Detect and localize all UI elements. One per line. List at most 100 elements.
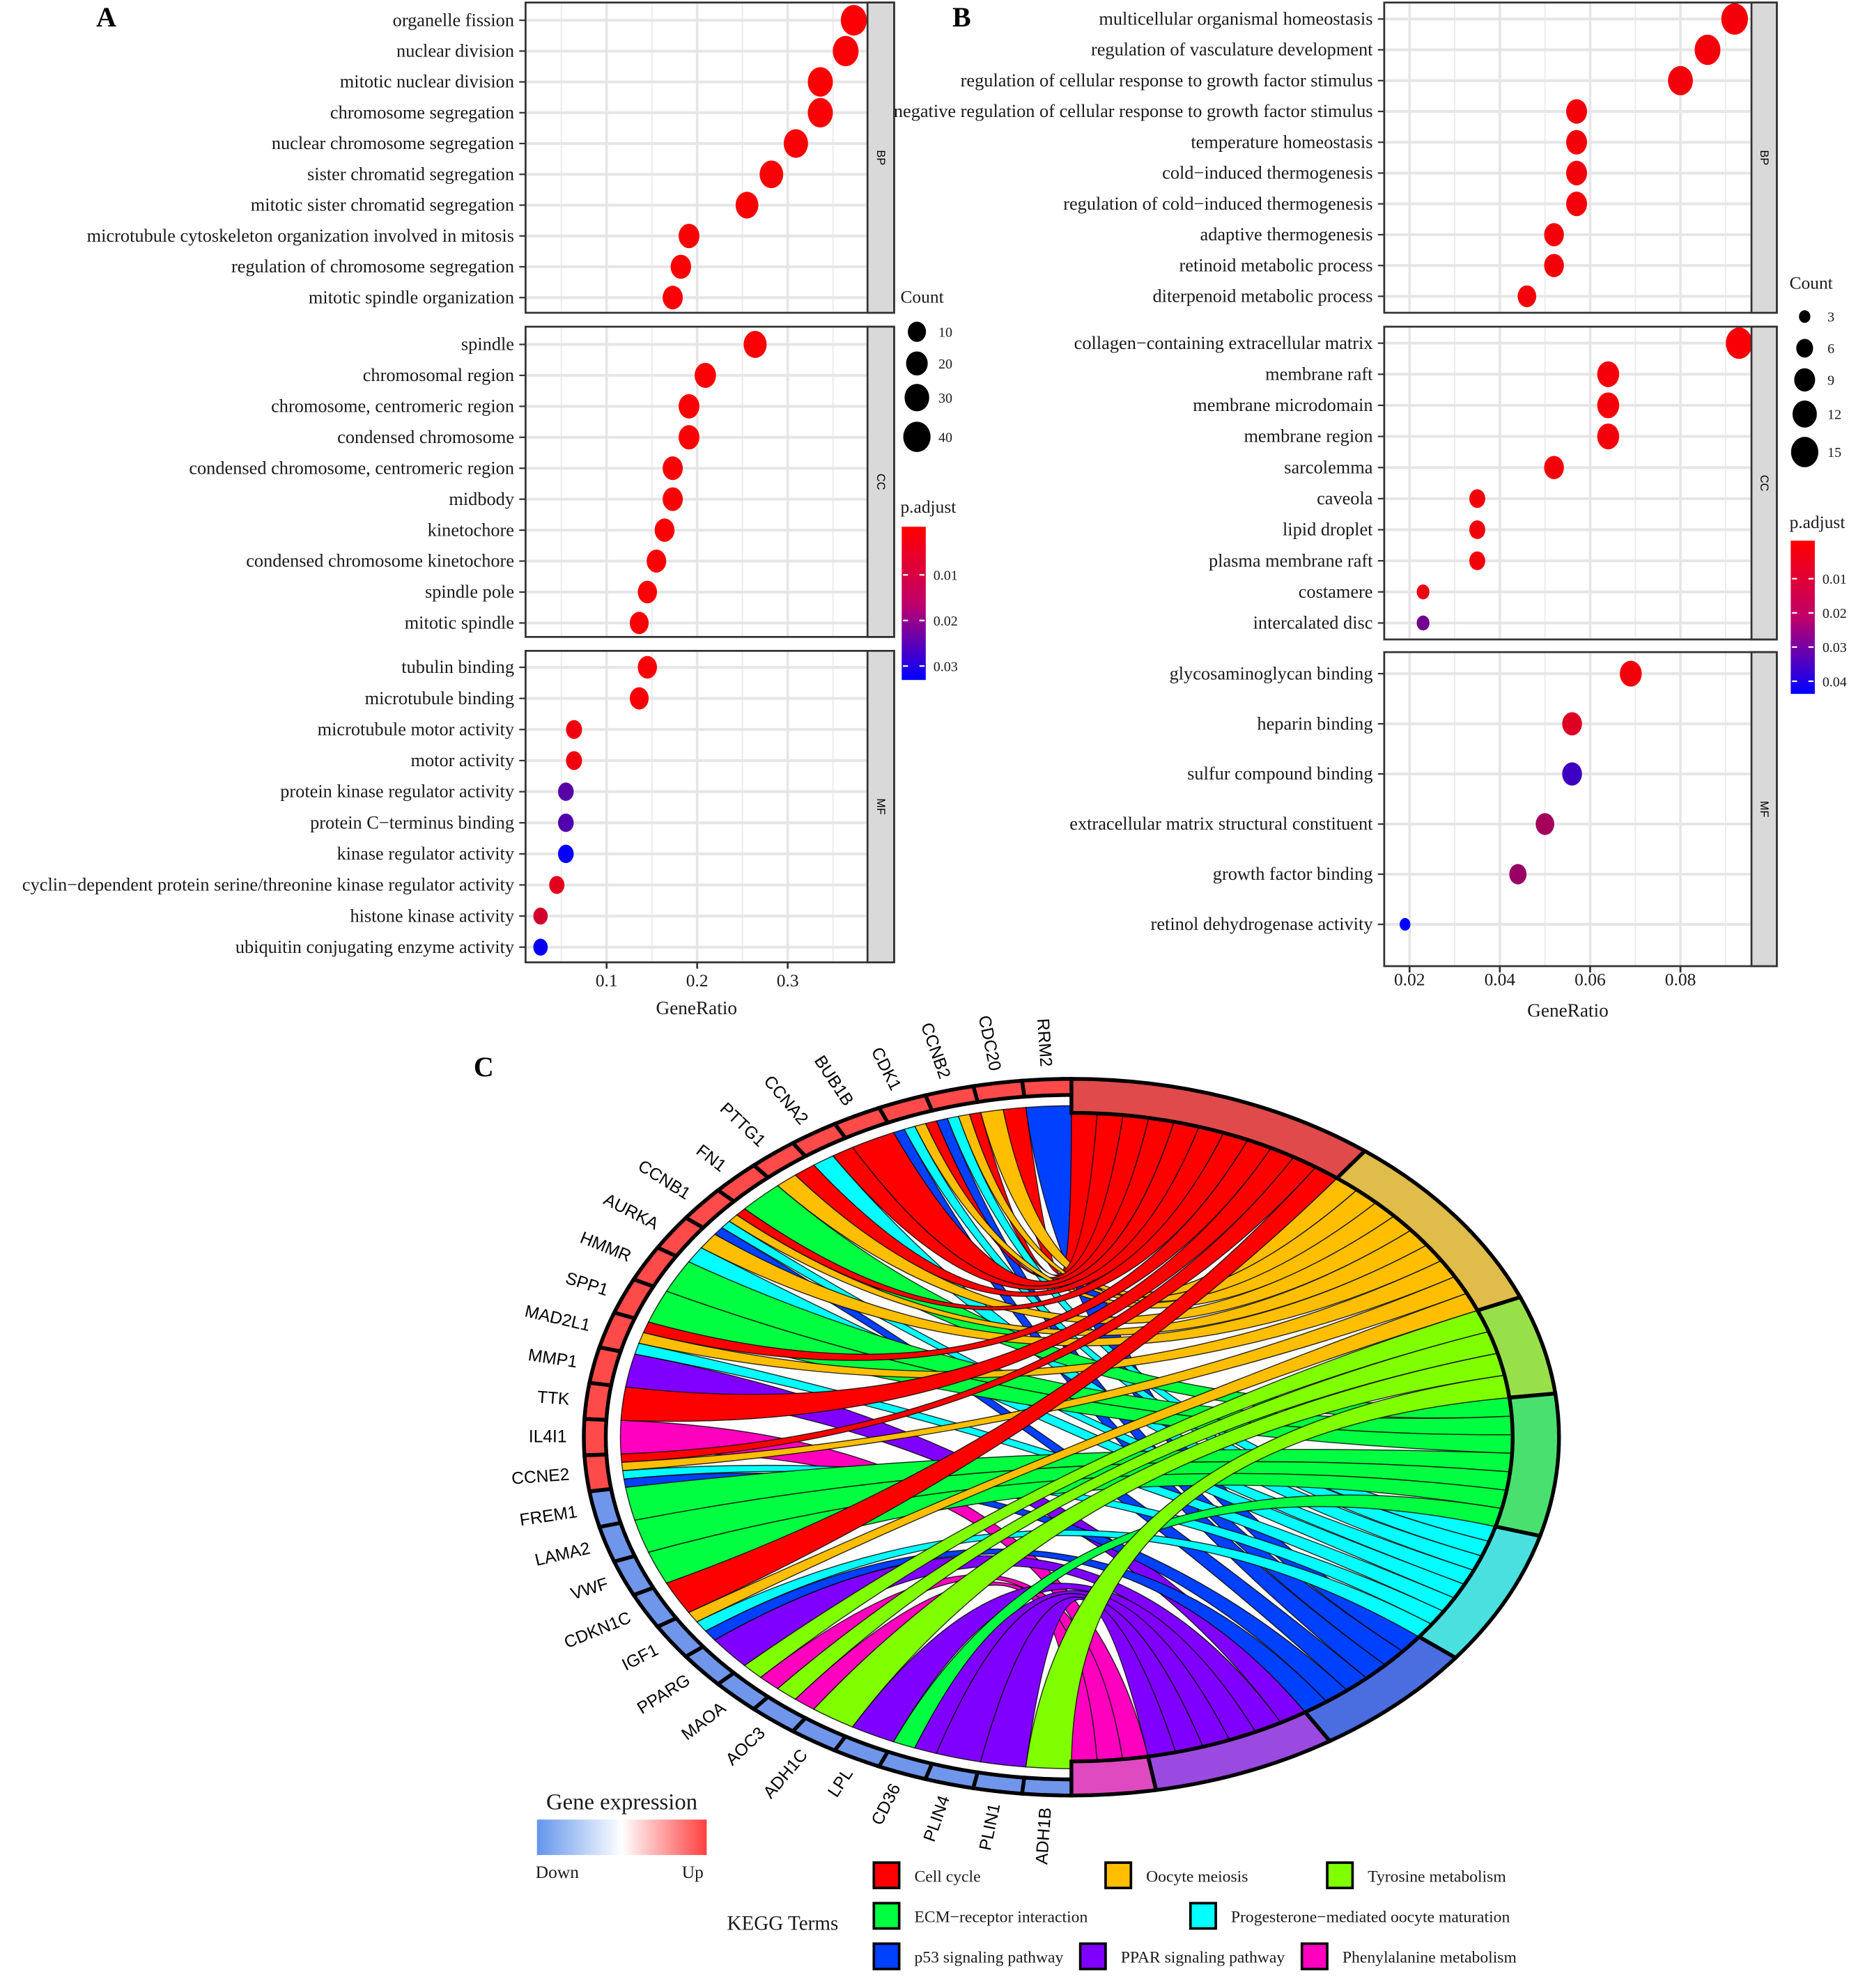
- gene-label: MAD2L1: [523, 1302, 592, 1335]
- padj-colorbar: [902, 527, 926, 681]
- data-dot: [1469, 551, 1485, 570]
- padj-tick-label: 0.03: [934, 659, 958, 674]
- data-dot: [1544, 254, 1564, 277]
- data-dot: [840, 5, 867, 36]
- x-axis-title: GeneRatio: [1527, 1000, 1609, 1021]
- facet-strip: [866, 325, 895, 638]
- kegg-legend-label: Progesterone−mediated oocyte maturation: [1231, 1908, 1510, 1926]
- data-dot: [663, 487, 683, 511]
- kegg-legend-swatch: [1104, 1861, 1133, 1890]
- padj-tick-label: 0.01: [934, 568, 958, 584]
- data-dot: [566, 751, 582, 770]
- gene-box: [1019, 1776, 1074, 1798]
- data-dot: [1597, 424, 1620, 450]
- term-label: chromosome segregation: [330, 102, 514, 123]
- padj-legend-title: p.adjust: [900, 497, 956, 517]
- gene-box: [876, 1749, 935, 1782]
- gene-box: [922, 1084, 980, 1113]
- x-tick-label: 0.1: [596, 970, 618, 991]
- term-label: microtubule cytoskeleton organization in…: [87, 226, 514, 246]
- facet-mf: tubulin binding microtubule binding microt…: [22, 650, 895, 963]
- gene-label: FN1: [693, 1141, 729, 1176]
- term-label: glycosaminoglycan binding: [1170, 663, 1373, 683]
- gene-label: CD36: [868, 1781, 904, 1828]
- data-dot: [735, 192, 759, 219]
- facet-strip-label: MF: [874, 798, 887, 815]
- x-tick-label: 0.08: [1665, 969, 1696, 989]
- count-legend-label: 40: [938, 430, 952, 445]
- gene-label: AOC3: [722, 1723, 769, 1769]
- kegg-legend-label: Cell cycle: [914, 1867, 980, 1886]
- gene-label: BUB1B: [810, 1053, 857, 1110]
- term-label: membrane region: [1244, 426, 1372, 446]
- kegg-legend-swatch: [872, 1942, 901, 1971]
- facet-strip: [1750, 325, 1778, 641]
- term-label: kinetochore: [428, 520, 514, 540]
- expression-high-label: Up: [682, 1862, 704, 1882]
- term-label: spindle pole: [425, 582, 514, 602]
- term-label: sarcolemma: [1284, 457, 1373, 477]
- term-label: chromosome, centromeric region: [271, 396, 514, 417]
- count-legend-label: 10: [938, 325, 952, 341]
- data-dot: [1565, 160, 1588, 186]
- data-dot: [533, 938, 548, 956]
- panel-label-c: C: [474, 1051, 494, 1082]
- term-label: costamere: [1299, 582, 1373, 602]
- term-label: sulfur compound binding: [1187, 763, 1372, 784]
- count-legend-dot: [904, 384, 929, 412]
- gene-label: IGF1: [619, 1640, 662, 1675]
- count-legend-dot: [1792, 401, 1817, 428]
- term-label: histone kinase activity: [350, 906, 514, 926]
- gene-label: HMMR: [578, 1229, 634, 1266]
- term-label: membrane microdomain: [1193, 395, 1372, 415]
- gene-label: PLIN1: [976, 1802, 1004, 1852]
- data-dot: [1517, 285, 1537, 308]
- data-dot: [679, 394, 699, 419]
- panel-label-a: A: [96, 1, 116, 33]
- facet-cc: collagen−containing extracellular matrix…: [1074, 325, 1778, 641]
- data-dot: [637, 580, 658, 604]
- data-dot: [833, 36, 859, 67]
- term-label: negative regulation of cellular response…: [894, 101, 1373, 121]
- data-dot: [679, 425, 699, 450]
- gene-label: CCNA2: [760, 1072, 812, 1128]
- term-label: condensed chromosome kinetochore: [246, 551, 514, 571]
- kegg-legend-label: PPAR signaling pathway: [1121, 1949, 1285, 1967]
- term-label: retinoid metabolic process: [1179, 255, 1373, 275]
- padj-tick-label: 0.03: [1823, 640, 1847, 655]
- padj-tick-label: 0.04: [1823, 674, 1847, 690]
- term-label: growth factor binding: [1213, 864, 1373, 884]
- term-label: cyclin−dependent protein serine/threonin…: [22, 875, 515, 895]
- data-dot: [679, 224, 699, 249]
- term-label: ubiquitin conjugating enzyme activity: [235, 937, 515, 957]
- data-dot: [1416, 615, 1430, 631]
- term-label: nuclear division: [396, 41, 514, 61]
- count-legend-label: 12: [1827, 407, 1841, 423]
- term-arc: [1069, 1754, 1159, 1798]
- facet-mf: glycosaminoglycan binding heparin binding…: [1069, 651, 1778, 968]
- count-legend-label: 15: [1827, 445, 1841, 460]
- x-tick-label: 0.06: [1575, 969, 1606, 989]
- x-tick-label: 0.3: [777, 970, 799, 991]
- kegg-legend-swatch: [1078, 1942, 1107, 1971]
- kegg-legend-swatch: [872, 1902, 901, 1930]
- gene-box: [587, 1486, 624, 1530]
- term-label: midbody: [449, 489, 514, 509]
- data-dot: [647, 550, 667, 573]
- gene-box: [582, 1417, 609, 1458]
- gene-label: ADH1C: [760, 1746, 812, 1802]
- term-label: multicellular organismal homeostasis: [1099, 8, 1372, 29]
- term-label: extracellular matrix structural constitu…: [1069, 814, 1373, 834]
- gene-box: [582, 1381, 614, 1422]
- padj-tick-label: 0.01: [1823, 572, 1847, 587]
- gene-label: RRM2: [1033, 1018, 1055, 1067]
- data-dot: [807, 98, 833, 127]
- term-label: plasma membrane raft: [1209, 550, 1373, 570]
- gene-box: [1019, 1077, 1074, 1099]
- data-dot: [566, 720, 582, 739]
- count-legend-dot: [908, 321, 927, 342]
- term-label: organelle fission: [393, 10, 514, 30]
- data-dot: [670, 254, 691, 279]
- facet-strip-label: BP: [874, 150, 887, 165]
- kegg-legend-label: ECM−receptor interaction: [914, 1908, 1088, 1926]
